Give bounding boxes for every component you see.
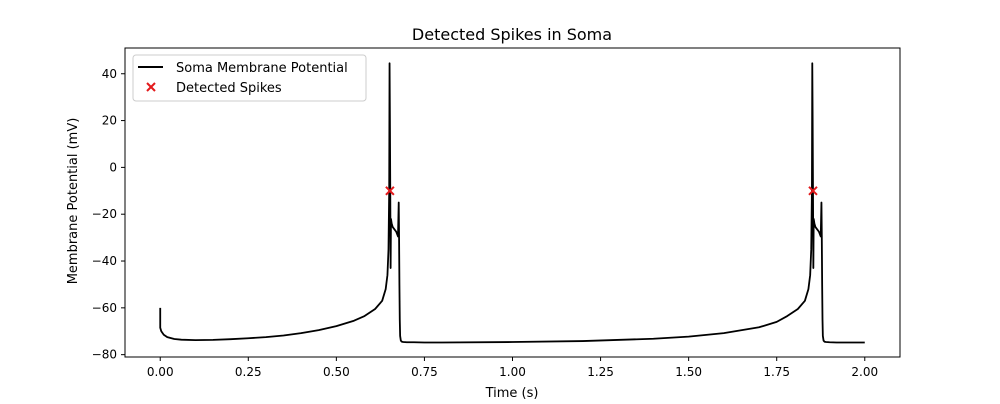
y-tick-label: −20 <box>92 207 117 221</box>
y-tick-label: 20 <box>102 114 117 128</box>
y-tick-label: −40 <box>92 254 117 268</box>
x-tick-label: 1.50 <box>675 365 702 379</box>
x-tick-label: 2.00 <box>851 365 878 379</box>
legend-marker-swatch <box>146 82 156 92</box>
y-tick-label: −80 <box>92 348 117 362</box>
spike-marker-stroke <box>385 186 395 196</box>
x-tick-label: 0.25 <box>235 365 262 379</box>
x-tick-label: 1.75 <box>763 365 790 379</box>
x-tick-label: 0.50 <box>323 365 350 379</box>
x-tick-label: 1.25 <box>587 365 614 379</box>
x-tick-label: 0.75 <box>411 365 438 379</box>
legend-label-detected-spikes: Detected Spikes <box>176 81 282 96</box>
axes: 0.00 0.25 0.50 0.75 1.00 1.25 1.50 1.75 2.00 −80 −… <box>92 47 901 379</box>
x-tick-label: 0.00 <box>147 365 174 379</box>
y-tick-label: −60 <box>92 301 117 315</box>
series-line-soma-membrane-potential <box>159 62 865 344</box>
spike-marker-stroke <box>808 186 818 196</box>
chart-title: Detected Spikes in Soma <box>412 25 612 44</box>
legend: Soma Membrane Potential Detected Spikes <box>132 54 367 102</box>
plot-area <box>159 62 865 344</box>
x-tick-label: 1.00 <box>499 365 526 379</box>
spike-marker <box>385 186 395 196</box>
legend-label-soma-membrane-potential: Soma Membrane Potential <box>176 61 348 76</box>
spike-marker <box>808 186 818 196</box>
y-tick-label: 0 <box>109 160 117 174</box>
y-axis-label: Membrane Potential (mV) <box>66 118 81 285</box>
legend-box <box>132 54 367 102</box>
x-axis-label: Time (s) <box>485 386 539 400</box>
y-tick-label: 40 <box>102 67 117 81</box>
